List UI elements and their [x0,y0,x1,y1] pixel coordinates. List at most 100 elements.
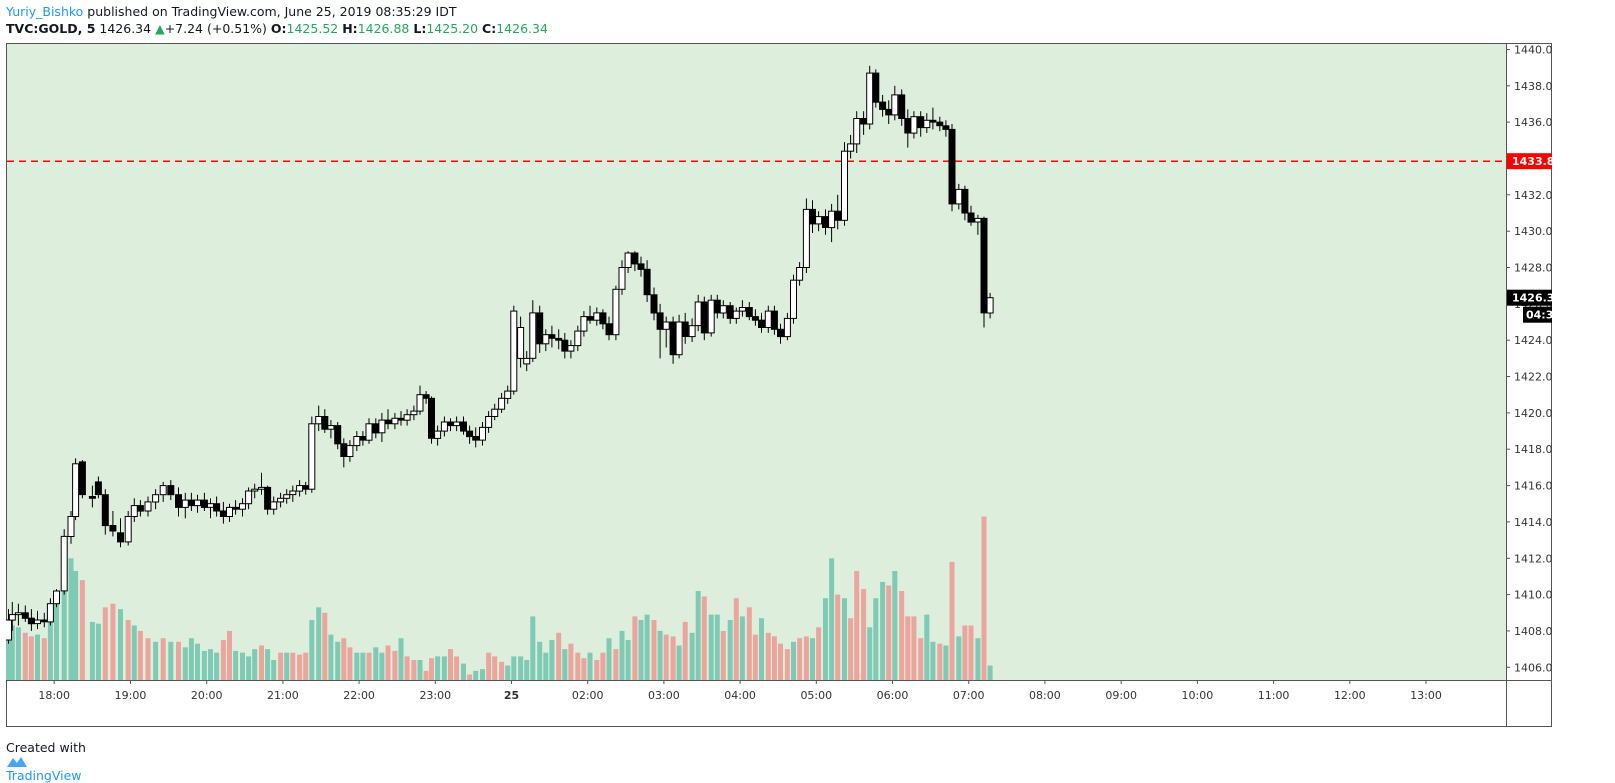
candle-body [841,150,848,221]
volume-bar [644,614,650,680]
candle-body [466,430,474,438]
volume-bar [35,634,40,680]
candle-body [365,423,373,441]
candle-body [898,94,906,120]
volume-bar [160,638,166,680]
created-with-text: Created with [6,740,86,755]
candle-body [688,325,696,338]
candle-body [109,525,117,532]
candle-body [656,312,664,330]
volume-bar [102,607,108,680]
time-tick-label: 07:00 [953,689,985,702]
volume-bar [137,630,143,680]
candle-body [980,217,988,314]
candle-body [923,119,931,129]
candle-body [853,118,861,145]
volume-bar [259,645,264,680]
tradingview-logo-icon [7,757,27,767]
volume-bar [284,652,290,680]
volume-bar [95,623,101,680]
candle-body [219,510,227,517]
price-tick-label: 1422.00 [1514,371,1552,384]
time-tick-label: 19:00 [115,689,147,702]
symbol-name[interactable]: TVC:GOLD, 5 [6,21,96,36]
hline-price-label: 1433.85 [1512,155,1552,168]
price-tick-label: 1424.00 [1514,334,1552,347]
volume-bar [791,641,796,680]
candles [6,65,994,644]
price-tick-label: 1428.00 [1514,262,1552,275]
candle-body [783,317,791,338]
candle-body [580,316,588,332]
candle-body [485,416,493,428]
volume-bar [619,630,625,680]
candle-body [34,619,41,625]
volume-bar [297,654,303,680]
candle-body [416,394,424,412]
candle-body [428,397,435,439]
candle-body [239,503,246,510]
volume-bar [752,634,758,680]
volume-bar [854,571,860,680]
candle-body [561,339,569,352]
volume-bar [499,661,505,680]
volume-bar [518,656,524,680]
last-price-label: 1426.34 [1512,292,1552,305]
candle-body [302,485,310,490]
volume-bar [975,638,981,680]
candle-body [707,299,715,334]
close-value: 1426.34 [496,21,548,36]
volume-bar [778,643,783,680]
candle-body [264,486,272,510]
tradingview-brand[interactable]: TradingView [6,768,82,783]
volume-bar [829,558,835,680]
price-chart[interactable]: 1406.00 1408.00 1410.00 1412.00 1414.00 1416.… [6,43,1552,727]
volume-bar [110,603,116,680]
candle-body [117,532,124,543]
candle-body [94,481,102,496]
volume-bar [848,618,854,680]
volume-bar [168,641,174,680]
candle-body [536,312,544,345]
candle-body [308,423,316,490]
volume-bar [905,616,911,680]
volume-bar [486,652,492,680]
volume-bar [695,591,701,680]
candle-body [283,494,291,499]
volume-bar [810,638,815,680]
time-tick-label: 08:00 [1029,689,1061,702]
volume-bar [625,640,631,680]
volume-bar [246,656,252,680]
time-tick-label: 09:00 [1105,689,1137,702]
time-axis: 18:00 19:00 20:00 21:00 22:00 23:00 25 02:00 03:… [38,680,1442,702]
volume-bar [759,618,764,680]
candle-body [675,321,683,356]
time-tick-label: 25 [504,689,519,702]
volume-bar [398,638,404,680]
time-tick-label: 20:00 [191,689,223,702]
volume-bar [195,643,200,680]
candle-body [885,108,893,116]
high-value: 1426.88 [357,21,410,36]
candle-body [777,328,784,338]
time-tick-label: 11:00 [1258,689,1290,702]
volume-bar [784,649,790,680]
volume-bar [676,645,682,680]
author-link[interactable]: Yuriy_Bishko [6,4,84,19]
candle-body [270,501,278,510]
candle-body [124,516,132,543]
volume-bar [366,652,372,680]
candle-body [200,499,208,508]
open-label: O: [270,21,287,36]
candle-body [764,310,772,329]
candle-body [152,494,160,503]
volume-bar [233,650,239,680]
volume-bar [467,674,473,680]
candle-body [245,490,253,505]
chart-frame[interactable]: 1406.00 1408.00 1410.00 1412.00 1414.00 1416.… [6,43,1552,727]
volume-bar [417,660,423,680]
volume-bar [537,641,543,680]
candle-body [289,490,297,496]
volume-bar [581,658,587,680]
volume-bar [448,649,453,680]
